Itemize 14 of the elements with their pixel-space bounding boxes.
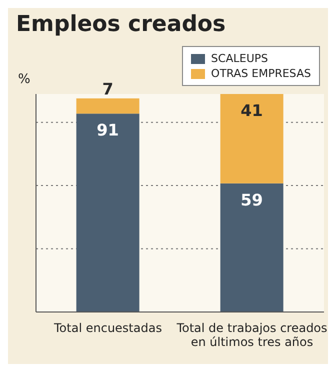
legend-label: SCALEUPS <box>211 52 268 65</box>
bar <box>76 114 140 312</box>
data-label: 7 <box>102 79 114 98</box>
x-tick-label: Total encuestadas <box>53 321 162 335</box>
bar <box>220 183 284 312</box>
data-label: 41 <box>240 101 263 120</box>
data-label: 91 <box>96 120 119 140</box>
legend-label: OTRAS EMPRESAS <box>211 67 311 80</box>
y-axis-title: % <box>18 72 30 87</box>
chart-title: Empleos creados <box>16 12 226 37</box>
x-tick-label: Total de trabajos creados en últimos tres años <box>176 321 328 349</box>
bar <box>220 94 284 184</box>
data-label: 59 <box>240 190 263 210</box>
bar <box>76 98 140 114</box>
